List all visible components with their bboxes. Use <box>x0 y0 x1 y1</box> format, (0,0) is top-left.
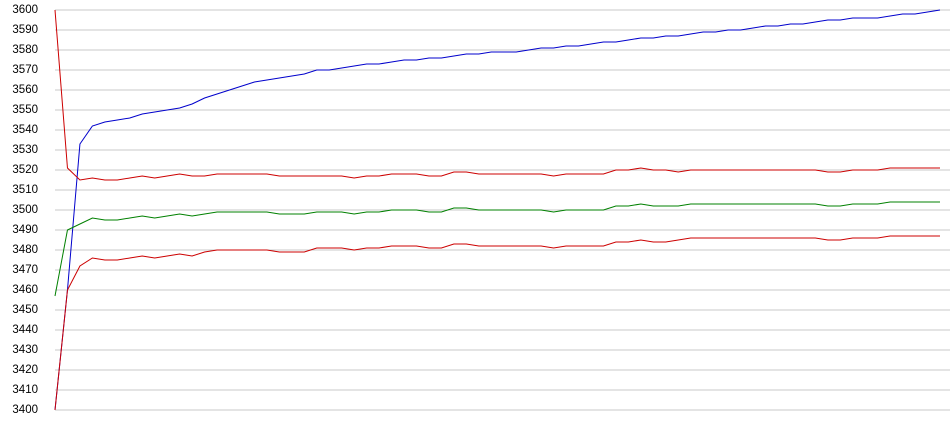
y-tick-label: 3530 <box>12 144 38 156</box>
y-tick-label: 3550 <box>12 104 38 116</box>
y-tick-label: 3590 <box>12 24 38 36</box>
y-tick-label: 3470 <box>12 264 38 276</box>
y-tick-label: 3560 <box>12 84 38 96</box>
y-tick-label: 3450 <box>12 304 38 316</box>
y-tick-label: 3500 <box>12 204 38 216</box>
y-tick-label: 3490 <box>12 224 38 236</box>
y-tick-label: 3400 <box>12 404 38 416</box>
y-tick-label: 3570 <box>12 64 38 76</box>
series-line <box>54 9 941 411</box>
y-tick-label: 3520 <box>12 164 38 176</box>
series-line <box>54 9 940 181</box>
y-tick-label: 3420 <box>12 364 38 376</box>
y-tick-label: 3600 <box>12 4 38 16</box>
y-tick-label: 3410 <box>12 384 38 396</box>
y-tick-label: 3540 <box>12 124 38 136</box>
y-tick-label: 3440 <box>12 324 38 336</box>
y-tick-label: 3460 <box>12 284 38 296</box>
y-tick-label: 3580 <box>12 44 38 56</box>
series-line <box>54 201 940 297</box>
y-tick-label: 3510 <box>12 184 38 196</box>
series-line <box>54 235 940 411</box>
y-tick-label: 3430 <box>12 344 38 356</box>
y-tick-label: 3480 <box>12 244 38 256</box>
